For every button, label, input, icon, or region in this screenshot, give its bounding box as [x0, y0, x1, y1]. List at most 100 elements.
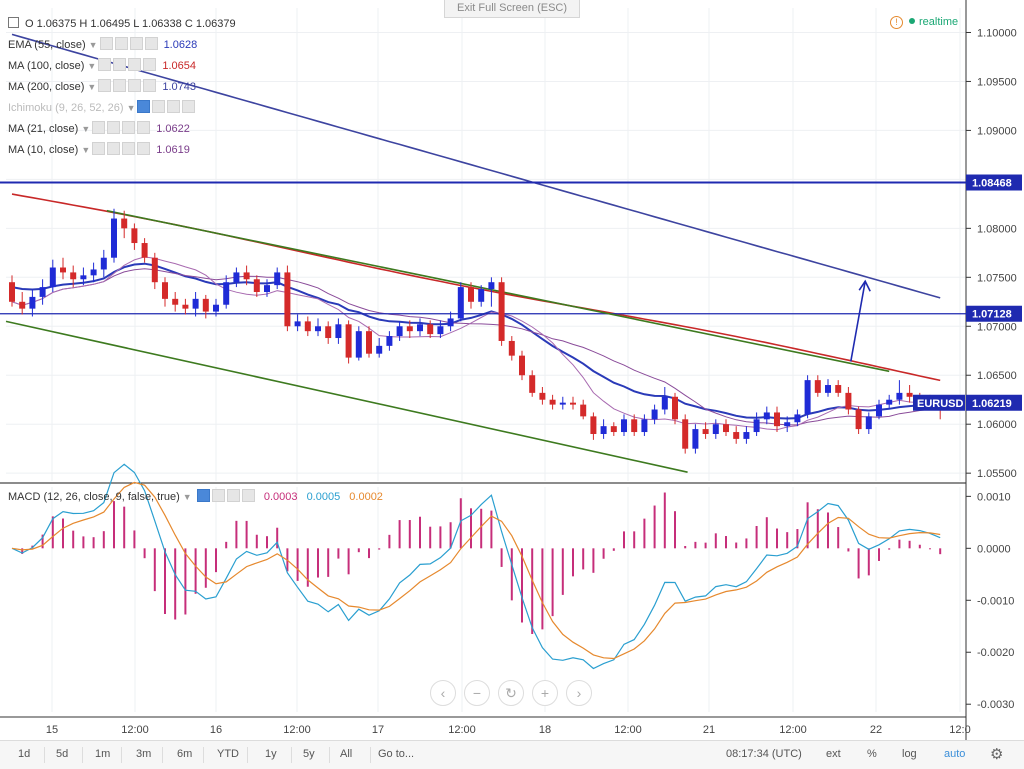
plus-icon[interactable]	[128, 58, 142, 71]
macd-signal-value: 0.0002	[349, 491, 383, 503]
eye-icon[interactable]	[92, 142, 106, 155]
status-dot-icon	[909, 18, 915, 24]
divider	[162, 747, 163, 763]
candle-body	[325, 326, 332, 339]
close-icon[interactable]	[182, 100, 196, 113]
range-button-ytd[interactable]: YTD	[217, 748, 239, 760]
percent-button[interactable]: %	[867, 748, 877, 760]
chevron-down-icon[interactable]: ▼	[182, 492, 192, 502]
scroll-right-icon[interactable]: ›	[566, 680, 592, 706]
range-button-6m[interactable]: 6m	[177, 748, 193, 760]
candle-body	[376, 345, 383, 354]
candle-body	[529, 375, 536, 393]
eye-icon[interactable]	[196, 489, 210, 502]
range-button-5y[interactable]: 5y	[303, 748, 315, 760]
plus-icon[interactable]	[167, 100, 181, 113]
symbol-badge	[913, 394, 965, 411]
gear-icon[interactable]	[152, 100, 166, 113]
candle-body	[100, 257, 107, 270]
candle-body	[366, 331, 372, 354]
chevron-down-icon[interactable]: ▼	[81, 124, 91, 134]
price-pane[interactable]	[0, 33, 966, 473]
chevron-down-icon[interactable]: ▼	[126, 103, 136, 113]
chevron-down-icon[interactable]: ▼	[81, 145, 91, 155]
price-tick-label: 1.05500	[977, 468, 1017, 480]
price-axis[interactable]: 1.100001.095001.090001.085001.080001.075…	[46, 27, 1022, 736]
exit-fullscreen-button[interactable]: Exit Full Screen (ESC)	[444, 0, 580, 18]
divider	[247, 747, 248, 763]
goto-button[interactable]: Go to...	[378, 748, 415, 760]
candle-body	[825, 385, 831, 393]
candle-body	[9, 282, 15, 302]
eye-icon[interactable]	[99, 37, 113, 50]
realtime-status: ! realtime	[890, 16, 958, 29]
close-icon[interactable]	[241, 489, 255, 502]
range-button-5d[interactable]: 5d	[56, 748, 69, 760]
gear-icon[interactable]	[114, 37, 128, 50]
indicator-legend-row: MA (200, close) ▼ 1.0743	[8, 79, 196, 95]
candle-body	[702, 429, 709, 434]
channel-upper-line	[106, 209, 890, 373]
clock-time[interactable]: 08:17:34 (UTC)	[726, 748, 802, 760]
gear-icon[interactable]	[107, 121, 121, 134]
close-icon[interactable]	[137, 121, 151, 134]
candle-body	[213, 304, 219, 312]
collapse-icon[interactable]	[8, 17, 19, 28]
close-icon[interactable]	[137, 142, 151, 155]
range-button-1y[interactable]: 1y	[265, 748, 277, 760]
chevron-down-icon[interactable]: ▼	[88, 40, 98, 50]
gear-icon[interactable]	[113, 79, 127, 92]
candle-body	[182, 304, 189, 309]
plus-icon[interactable]	[128, 79, 142, 92]
range-button-all[interactable]: All	[340, 748, 353, 760]
chevron-down-icon[interactable]: ▼	[87, 61, 97, 71]
reset-icon[interactable]: ↻	[498, 680, 524, 706]
plus-icon[interactable]	[129, 37, 143, 50]
zoom-out-icon[interactable]: −	[464, 680, 490, 706]
candle-body	[549, 399, 556, 405]
indicator-label: Ichimoku (9, 26, 52, 26)	[8, 102, 124, 114]
gear-icon[interactable]	[211, 489, 225, 502]
gear-icon[interactable]	[107, 142, 121, 155]
plus-icon[interactable]	[122, 121, 136, 134]
range-button-3m[interactable]: 3m	[136, 748, 152, 760]
chevron-down-icon[interactable]: ▼	[87, 82, 97, 92]
candle-body	[804, 380, 811, 415]
macd-signal-line	[11, 481, 941, 660]
plus-icon[interactable]	[226, 489, 240, 502]
eye-icon[interactable]	[98, 79, 112, 92]
candle-body	[192, 298, 199, 309]
zoom-in-icon[interactable]: +	[532, 680, 558, 706]
range-button-1d[interactable]: 1d	[18, 748, 31, 760]
candle-body	[498, 282, 505, 341]
gear-icon[interactable]	[113, 58, 127, 71]
close-icon[interactable]	[143, 79, 157, 92]
range-button-1m[interactable]: 1m	[95, 748, 111, 760]
candle-body	[243, 272, 250, 280]
candle-body	[906, 392, 913, 397]
auto-button[interactable]: auto	[944, 748, 966, 760]
candle-body	[784, 422, 791, 427]
candle-body	[111, 218, 117, 258]
macd-pane[interactable]	[11, 463, 942, 670]
price-badge-label: 1.07128	[972, 309, 1012, 321]
eye-icon[interactable]	[98, 58, 112, 71]
plus-icon[interactable]	[122, 142, 136, 155]
candle-body	[162, 282, 168, 299]
eye-icon[interactable]	[137, 100, 151, 113]
divider	[121, 747, 122, 763]
candle-body	[886, 399, 893, 405]
warning-icon[interactable]: !	[890, 16, 903, 29]
candle-body	[651, 409, 658, 420]
candle-body	[672, 396, 678, 420]
candle-body	[223, 282, 230, 305]
scroll-left-icon[interactable]: ‹	[430, 680, 456, 706]
close-icon[interactable]	[144, 37, 158, 50]
log-button[interactable]: log	[902, 748, 917, 760]
candle-body	[80, 275, 87, 280]
close-icon[interactable]	[143, 58, 157, 71]
eye-icon[interactable]	[92, 121, 106, 134]
gear-icon[interactable]: ⚙	[990, 746, 1004, 763]
ext-button[interactable]: ext	[826, 748, 841, 760]
